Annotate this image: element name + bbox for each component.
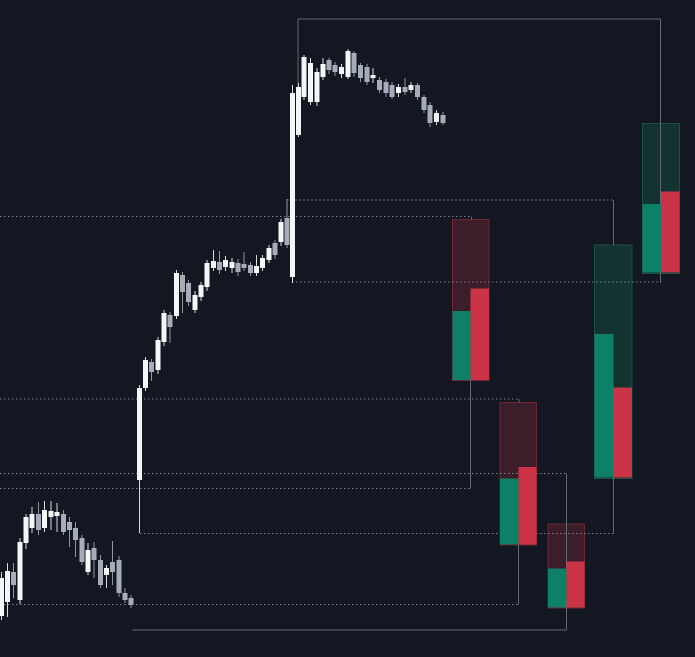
candle-down <box>180 275 185 292</box>
zones-inner-layer <box>452 191 680 608</box>
candle-up <box>320 64 326 77</box>
candle-up <box>137 388 142 480</box>
candle-down <box>217 262 222 270</box>
candle-up <box>54 512 60 516</box>
candle-up <box>29 514 35 528</box>
candle-down <box>284 218 290 245</box>
candle-down <box>79 538 85 562</box>
candle-down <box>377 80 382 90</box>
candle-down <box>326 60 332 70</box>
candle-up <box>290 93 295 277</box>
lines-layer <box>0 18 662 631</box>
candle-down <box>149 362 154 372</box>
candle-up <box>266 248 272 260</box>
candle-up <box>408 85 414 90</box>
candle-down <box>91 548 97 560</box>
candle-up <box>17 542 23 600</box>
candle-down <box>116 560 122 593</box>
bull-box <box>548 568 567 608</box>
candle-up <box>223 260 228 267</box>
bull-box <box>452 311 471 380</box>
candle-down <box>128 598 134 605</box>
candle-up <box>308 63 313 102</box>
bull-box <box>594 334 614 478</box>
candle-down <box>248 265 253 273</box>
candle-down <box>383 82 389 93</box>
candle-up <box>278 222 284 242</box>
candle-up <box>434 113 439 122</box>
candle-down <box>427 105 433 123</box>
candle-down <box>364 67 370 82</box>
candle-down <box>241 264 247 268</box>
candle-up <box>155 340 161 370</box>
candle-down <box>11 572 16 585</box>
candle-down <box>98 560 103 585</box>
candle-up <box>204 263 210 287</box>
candle-up <box>161 313 167 342</box>
bear-box <box>661 191 680 273</box>
bull-box <box>642 204 661 273</box>
bear-box <box>566 561 585 608</box>
candle-down <box>167 315 173 327</box>
candle-up <box>192 295 198 310</box>
candle-up <box>211 261 216 268</box>
candle-down <box>389 85 395 97</box>
candle-up <box>48 511 54 517</box>
candle-up <box>198 285 204 297</box>
bull-box <box>500 478 519 545</box>
candle-up <box>42 510 47 528</box>
candle-up <box>254 266 259 273</box>
candle-up <box>345 51 351 77</box>
candle-up <box>314 72 320 102</box>
candle-down <box>421 97 427 110</box>
candle-down <box>36 514 41 530</box>
candle-up <box>260 258 265 268</box>
candle-down <box>122 593 128 600</box>
candle-up <box>5 571 10 602</box>
candle-up <box>174 273 179 316</box>
candle-down <box>110 562 115 572</box>
bear-box <box>470 288 489 380</box>
candle-up <box>229 262 235 268</box>
bear-box <box>518 467 537 545</box>
candle-up <box>143 360 148 388</box>
candle-down <box>186 283 191 302</box>
candle-up <box>370 75 376 78</box>
candle-up <box>85 550 91 572</box>
candle-up <box>0 578 4 616</box>
candle-up <box>104 568 109 575</box>
candle-down <box>358 65 363 78</box>
candle-down <box>73 528 78 540</box>
candle-up <box>339 67 344 74</box>
candle-down <box>415 85 420 97</box>
candle-down <box>440 115 446 123</box>
candle-up <box>23 517 29 543</box>
candle-down <box>235 263 241 272</box>
candle-down <box>332 65 338 72</box>
candle-down <box>402 87 408 92</box>
candle-down <box>67 522 72 530</box>
candle-down <box>61 514 66 532</box>
candles-layer <box>0 49 446 620</box>
candle-down <box>272 243 278 255</box>
candle-up <box>296 87 301 135</box>
candle-down <box>351 53 357 73</box>
bear-box <box>613 387 632 478</box>
candle-up <box>301 57 307 97</box>
candle-up <box>396 87 401 93</box>
